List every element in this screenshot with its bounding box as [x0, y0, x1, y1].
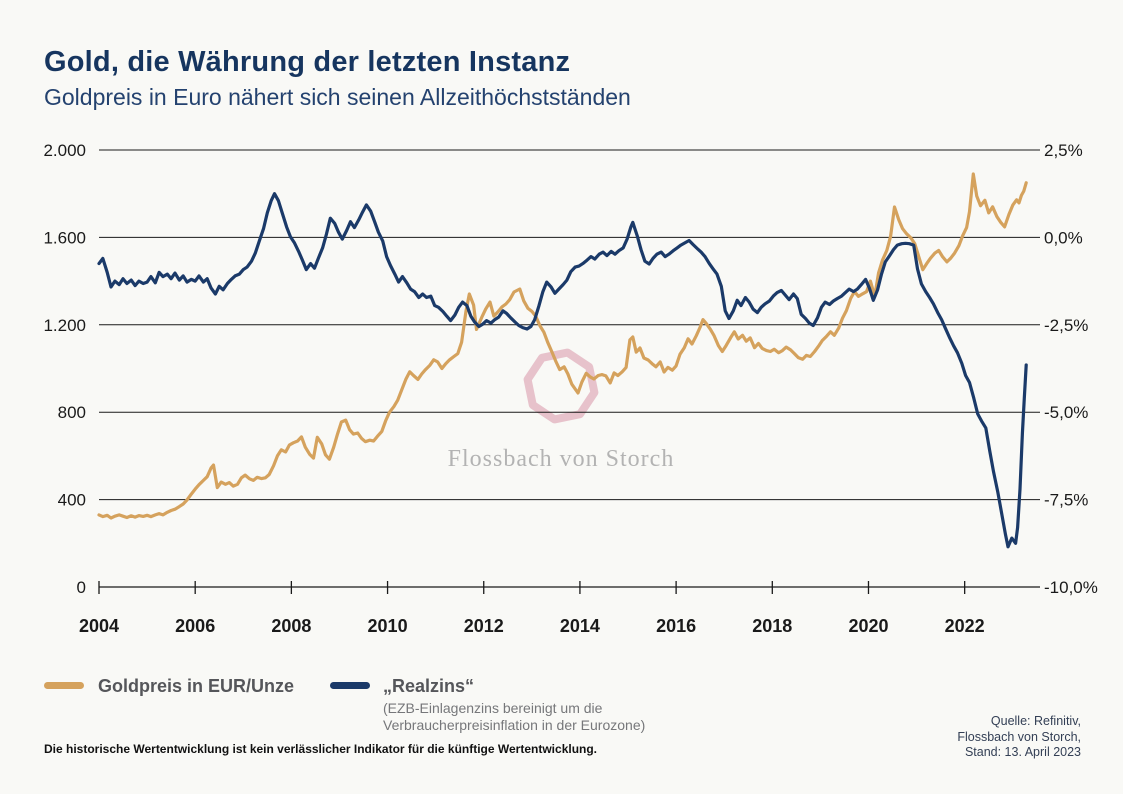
realzins-legend-note-line2: Verbraucherpreisinflation in der Eurozon…	[383, 717, 646, 733]
realzins-legend-label: „Realzins“	[383, 676, 475, 696]
source-line-2: Flossbach von Storch,	[957, 729, 1081, 744]
gold-legend-label: Goldpreis in EUR/Unze	[98, 676, 295, 696]
disclaimer-text: Die historische Wertentwicklung ist kein…	[44, 742, 598, 756]
x-axis-label: 2004	[79, 616, 119, 636]
x-axis-label: 2018	[752, 616, 792, 636]
y-axis-left-label: 2.000	[43, 141, 86, 160]
x-axis-label: 2016	[656, 616, 696, 636]
y-axis-left-label: 1.200	[43, 316, 86, 335]
realzins-legend-swatch	[330, 682, 370, 689]
x-axis-label: 2022	[945, 616, 985, 636]
y-axis-left-label: 800	[58, 403, 86, 422]
gold-legend-swatch	[44, 682, 84, 689]
realzins-line	[97, 192, 1028, 549]
realzins-legend-note-line1: (EZB-Einlagenzins bereinigt um die	[383, 700, 603, 716]
y-axis-left-label: 1.600	[43, 228, 86, 247]
page-subtitle: Goldpreis in Euro nähert sich seinen All…	[44, 84, 631, 110]
y-axis-right-label: -2,5%	[1044, 316, 1088, 335]
page-title: Gold, die Währung der letzten Instanz	[44, 46, 571, 78]
source-line-1: Quelle: Refinitiv,	[990, 714, 1081, 728]
y-axis-left-label: 400	[58, 491, 86, 510]
source-note: Quelle: Refinitiv, Flossbach von Storch,…	[957, 714, 1081, 761]
x-axis-label: 2006	[175, 616, 215, 636]
x-axis-label: 2014	[560, 616, 600, 636]
y-axis-right-label: -5,0%	[1044, 403, 1088, 422]
y-axis-right-label: 2,5%	[1044, 141, 1083, 160]
y-axis-left-label: 0	[77, 578, 86, 597]
x-axis-label: 2008	[271, 616, 311, 636]
gold-price-line	[97, 172, 1028, 520]
y-axis-right-label: -7,5%	[1044, 491, 1088, 510]
x-axis-label: 2020	[848, 616, 888, 636]
watermark-octagon-icon	[523, 348, 599, 424]
x-axis-label: 2012	[464, 616, 504, 636]
flossbach-logo-watermark: Flossbach von Storch	[448, 348, 675, 472]
source-line-3: Stand: 13. April 2023	[964, 745, 1081, 760]
y-axis-right-label: 0,0%	[1044, 228, 1083, 247]
x-axis-label: 2010	[368, 616, 408, 636]
watermark-text: Flossbach von Storch	[448, 446, 675, 472]
y-axis-right-label: -10,0%	[1044, 578, 1098, 597]
